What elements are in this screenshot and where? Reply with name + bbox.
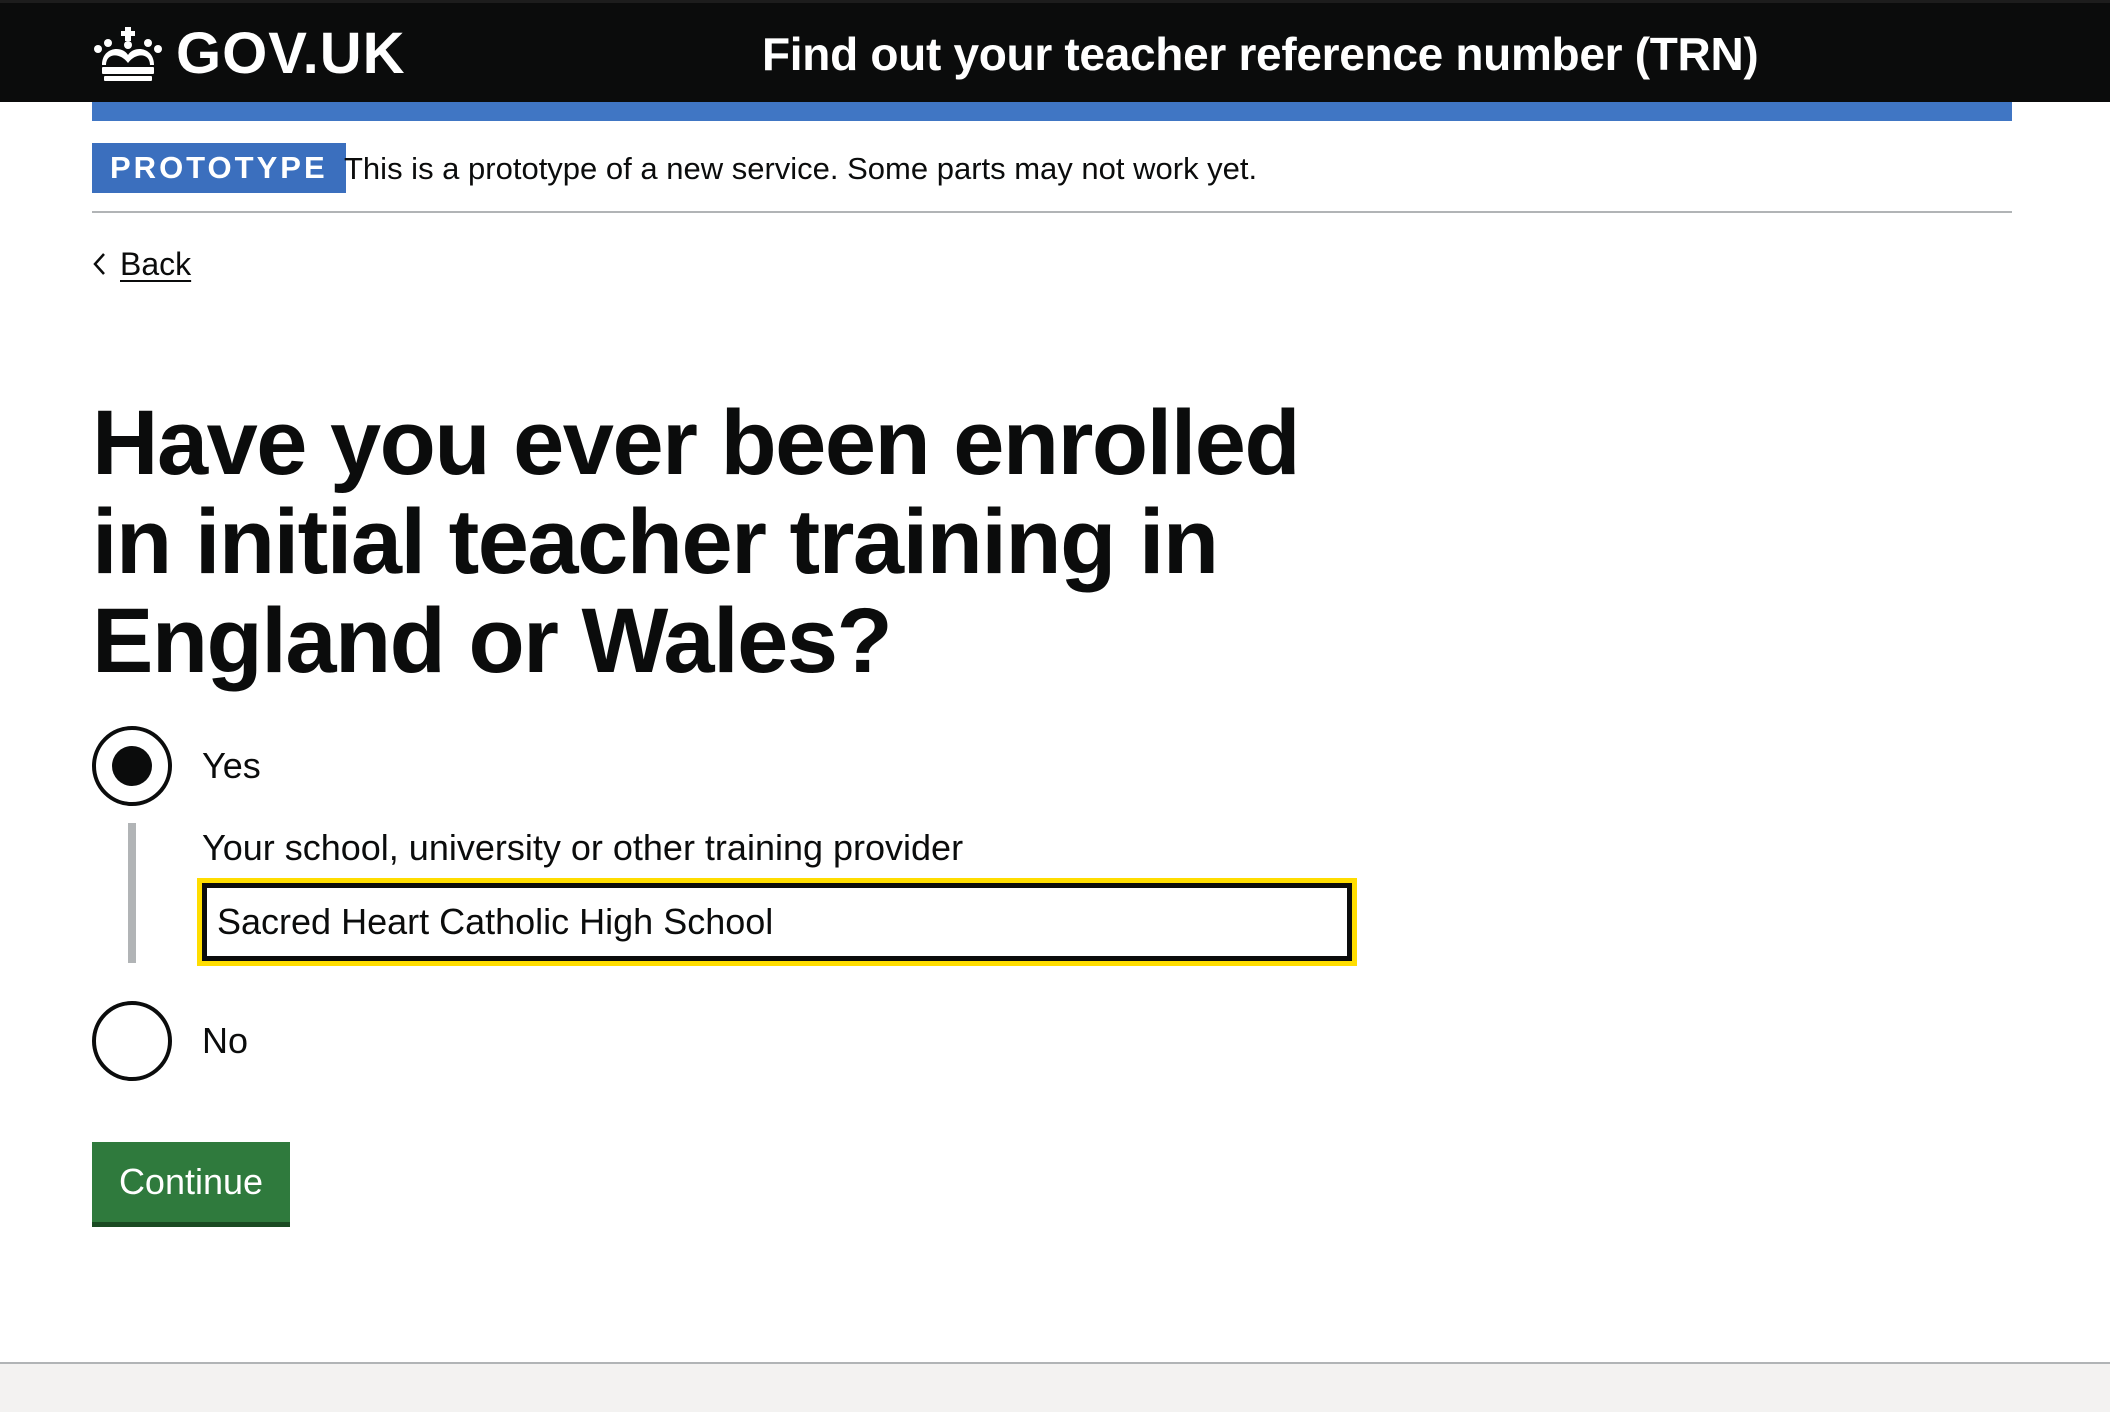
chevron-left-icon [93,253,105,275]
govuk-logo-link[interactable]: GOV.UK [92,19,405,89]
training-provider-label: Your school, university or other trainin… [202,827,964,868]
conditional-reveal-bar [128,823,136,963]
radio-label-no[interactable]: No [202,1020,249,1061]
footer-strip [0,1362,2110,1412]
radio-button-yes[interactable] [92,726,172,806]
crown-icon [94,27,162,81]
continue-button[interactable]: Continue [92,1142,290,1222]
logo-text: GOV.UK [176,21,406,86]
radio-option-no[interactable]: No [92,1001,248,1081]
radio-button-no[interactable] [92,1001,172,1081]
phase-banner: PROTOTYPE This is a prototype of a new s… [92,121,2012,213]
phase-tag: PROTOTYPE [92,143,346,193]
radio-label-yes[interactable]: Yes [202,745,261,786]
training-provider-input-focus-ring [197,878,1357,966]
site-header: GOV.UK Find out your teacher reference n… [0,0,2110,102]
training-provider-input[interactable] [202,883,1352,961]
page-title: Have you ever been enrolled in initial t… [92,392,1301,692]
phase-banner-text: This is a prototype of a new service. So… [344,151,1258,186]
header-accent-bar [92,102,2012,121]
back-link[interactable]: Back [92,242,191,286]
radio-option-yes[interactable]: Yes [92,726,261,806]
back-link-label: Back [120,245,192,282]
service-name-link[interactable]: Find out your teacher reference number (… [762,28,1759,80]
